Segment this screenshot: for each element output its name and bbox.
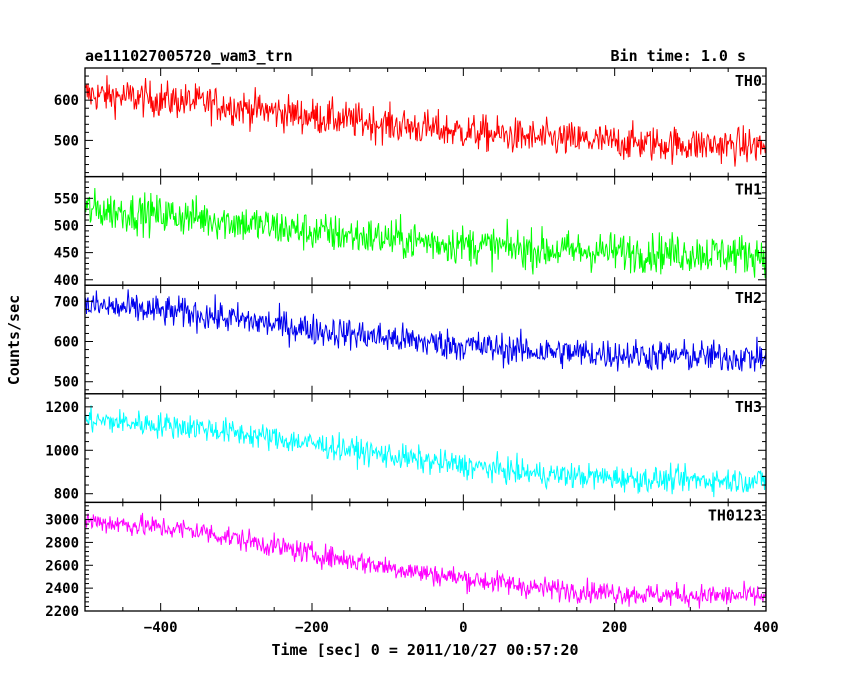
y-tick-label: 500	[54, 133, 79, 149]
x-axis-label: Time [sec] 0 = 2011/10/27 00:57:20	[271, 641, 578, 659]
panel-th1: TH1 400 450 500 550	[54, 175, 767, 289]
y-tick-label: 800	[54, 487, 79, 503]
y-tick-label: 500	[54, 218, 79, 234]
y-tick-label: 1000	[45, 443, 79, 459]
panel-frame	[84, 284, 767, 395]
x-tick-label: −200	[295, 620, 329, 636]
y-tick-label: 1200	[45, 400, 79, 416]
y-tick-label: 2600	[45, 558, 79, 574]
panel-th0: TH0 500 600	[54, 67, 767, 178]
y-tick-label: 2800	[45, 535, 79, 551]
y-tick-label: 600	[54, 93, 79, 109]
x-tick-label: −400	[144, 620, 178, 636]
panels-group: TH0 500 600 TH1 400 450 500 550 TH2 500 600 700 TH3 8…	[45, 67, 779, 636]
panel-frame	[84, 175, 767, 286]
chart-title: ae111027005720_wam3_trn	[85, 47, 293, 65]
panel-frame	[84, 393, 767, 504]
panel-name-label: TH0123	[708, 506, 762, 524]
panel-th2: TH2 500 600 700	[54, 284, 767, 395]
y-tick-label: 450	[54, 246, 79, 262]
y-tick-label: 550	[54, 191, 79, 207]
y-tick-label: 2200	[45, 604, 79, 620]
y-tick-label: 400	[54, 273, 79, 289]
y-tick-label: 3000	[45, 513, 79, 529]
series-th0-line	[85, 75, 766, 167]
series-th3-line	[85, 405, 766, 498]
panel-name-label: TH3	[735, 398, 762, 416]
y-tick-label: 600	[54, 335, 79, 351]
y-tick-label: 2400	[45, 581, 79, 597]
y-tick-label: 700	[54, 294, 79, 310]
panel-name-label: TH2	[735, 289, 762, 307]
panel-name-label: TH0	[735, 72, 762, 90]
x-tick-label: 0	[459, 620, 467, 636]
y-axis-label: Counts/sec	[5, 295, 23, 385]
panel-name-label: TH1	[735, 181, 762, 199]
panel-th0123: TH0123 2200 2400 2600 2800 3000	[45, 501, 767, 620]
series-th1-line	[85, 188, 766, 279]
x-tick-label: 200	[602, 620, 627, 636]
series-th2-line	[85, 289, 766, 372]
series-th0123-line	[85, 512, 766, 609]
y-tick-label: 500	[54, 375, 79, 391]
x-tick-label: 400	[753, 620, 778, 636]
bin-time-label: Bin time: 1.0 s	[611, 47, 746, 65]
panel-th3: TH3 800 1000 1200	[45, 393, 767, 504]
